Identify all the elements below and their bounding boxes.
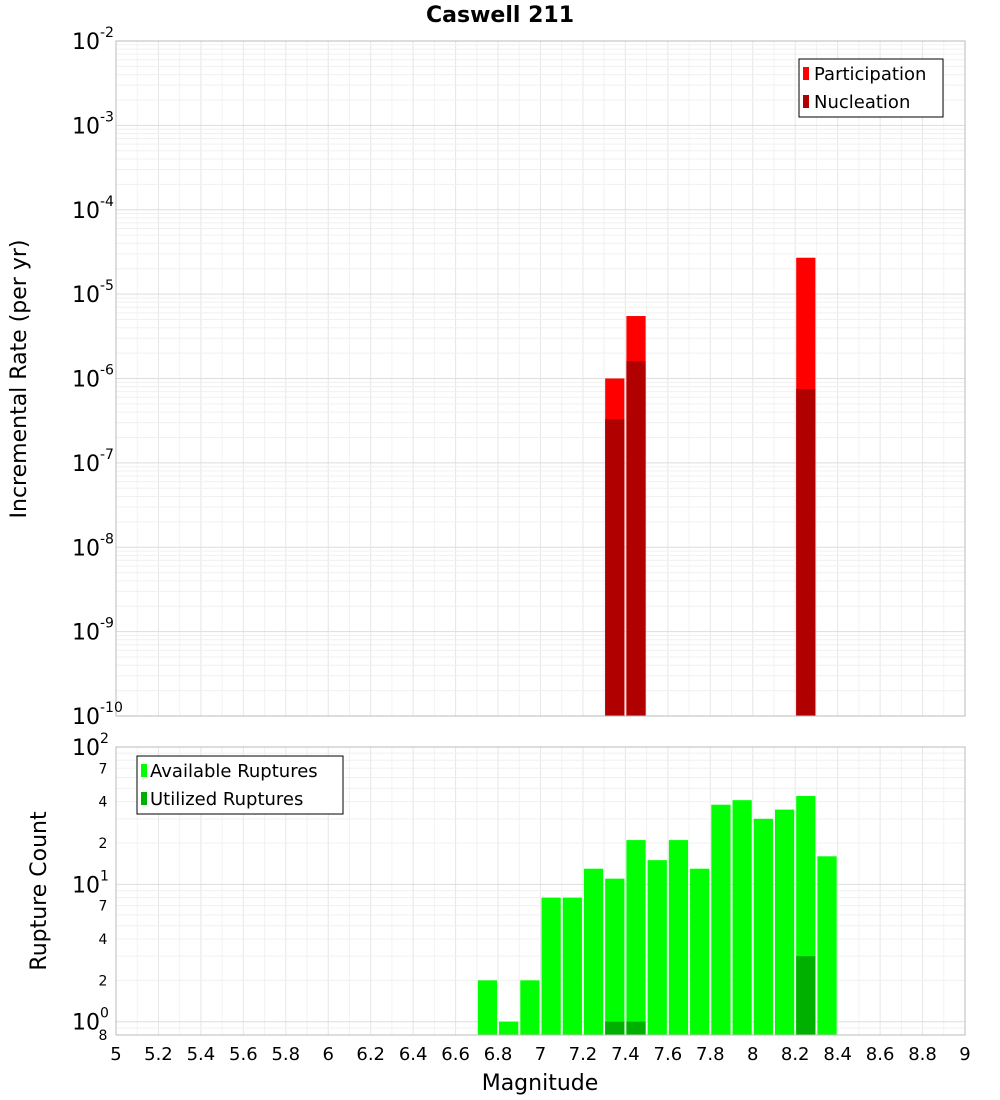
top-plot-frame <box>115 40 966 717</box>
x-tick-label: 6.6 <box>441 1044 470 1065</box>
y-minor-tick-label: 4 <box>99 932 108 948</box>
y-minor-tick-label: 7 <box>99 761 108 777</box>
x-tick-label: 7 <box>535 1044 546 1065</box>
bar-nucleation <box>796 389 816 716</box>
legend-swatch-nucleation <box>803 95 809 108</box>
bottom-y-axis-label: Rupture Count <box>27 811 52 971</box>
y-tick-label: 10-3 <box>72 109 114 139</box>
legend-label-nucleation: Nucleation <box>814 92 910 113</box>
legend-swatch-participation <box>803 67 809 80</box>
x-tick-label: 8.2 <box>781 1044 810 1065</box>
bar-available-ruptures <box>647 860 667 1035</box>
bar-utilized-ruptures <box>605 1021 625 1035</box>
bar-available-ruptures <box>668 840 689 1035</box>
legend-swatch-utilized-ruptures <box>141 792 147 805</box>
top-legend: Participation Nucleation <box>798 58 944 118</box>
x-tick-label: 5.4 <box>187 1044 216 1065</box>
bar-utilized-ruptures <box>796 956 816 1035</box>
bar-available-ruptures <box>711 804 731 1035</box>
bar-available-ruptures <box>520 980 540 1035</box>
x-tick-label: 5.8 <box>271 1044 300 1065</box>
bar-available-ruptures <box>817 856 837 1035</box>
x-tick-label: 8.4 <box>823 1044 852 1065</box>
top-y-axis-label: Incremental Rate (per yr) <box>7 240 32 519</box>
x-tick-label: 7.2 <box>569 1044 598 1065</box>
y-minor-tick-label: 7 <box>99 899 108 915</box>
bar-available-ruptures <box>583 868 604 1035</box>
bottom-bars <box>477 795 837 1035</box>
x-tick-label: 8.6 <box>866 1044 895 1065</box>
bar-nucleation <box>626 361 646 716</box>
legend-swatch-available-ruptures <box>141 764 147 777</box>
bar-available-ruptures <box>690 868 710 1035</box>
x-tick-label: 5.6 <box>229 1044 258 1065</box>
bottom-plot-frame <box>115 746 966 1036</box>
bar-available-ruptures <box>477 980 498 1035</box>
y-tick-label: 10-6 <box>72 363 114 393</box>
x-tick-label: 8 <box>747 1044 758 1065</box>
x-tick-label: 5 <box>110 1044 121 1065</box>
top-y-tick-labels: 10-2 10-3 10-4 10-5 10-6 10-7 10-8 10-9 10-10 <box>72 25 123 730</box>
bar-available-ruptures <box>753 818 773 1035</box>
x-tick-label: 7.6 <box>654 1044 683 1065</box>
legend-label-utilized-ruptures: Utilized Ruptures <box>150 789 303 810</box>
bar-nucleation <box>605 419 625 716</box>
y-tick-label: 102 <box>72 731 109 761</box>
x-tick-label: 5.2 <box>144 1044 173 1065</box>
y-minor-tick-label: 8 <box>99 1028 108 1044</box>
bar-available-ruptures <box>626 840 646 1035</box>
bottom-y-tick-labels: 102 101 100 7 4 2 7 4 2 8 <box>72 731 109 1044</box>
x-tick-label: 9 <box>959 1044 970 1065</box>
y-tick-label: 100 <box>72 1006 109 1036</box>
x-tick-labels: 5 5.2 5.4 5.6 5.8 6 6.2 6.4 6.6 6.8 7 7.2 7.4 7.6 7.8 8… <box>110 1044 970 1065</box>
x-axis-label: Magnitude <box>482 1071 599 1096</box>
y-tick-label: 101 <box>72 868 109 898</box>
bar-available-ruptures <box>562 897 582 1035</box>
bar-available-ruptures <box>732 800 752 1035</box>
y-tick-label: 10-2 <box>72 25 114 55</box>
y-minor-tick-label: 2 <box>99 836 108 852</box>
x-tick-label: 6.2 <box>356 1044 385 1065</box>
x-tick-label: 6 <box>323 1044 334 1065</box>
x-tick-label: 6.4 <box>399 1044 428 1065</box>
legend-label-participation: Participation <box>814 64 926 85</box>
bar-available-ruptures <box>774 809 795 1035</box>
bar-utilized-ruptures <box>626 1021 646 1035</box>
x-tick-label: 8.8 <box>908 1044 937 1065</box>
top-grid <box>115 40 966 717</box>
bar-available-ruptures <box>605 878 625 1035</box>
y-minor-tick-label: 2 <box>99 973 108 989</box>
x-tick-label: 7.8 <box>696 1044 725 1065</box>
y-minor-tick-label: 4 <box>99 795 108 811</box>
legend-label-available-ruptures: Available Ruptures <box>150 761 318 782</box>
x-tick-label: 7.4 <box>611 1044 640 1065</box>
y-tick-label: 10-9 <box>72 616 114 646</box>
bar-available-ruptures <box>499 1021 519 1035</box>
y-tick-label: 10-10 <box>72 700 123 730</box>
y-tick-label: 10-7 <box>72 447 114 477</box>
top-bars <box>605 257 816 716</box>
bottom-legend: Available Ruptures Utilized Ruptures <box>136 755 344 815</box>
bar-available-ruptures <box>541 897 561 1035</box>
x-tick-label: 6.8 <box>484 1044 513 1065</box>
y-tick-label: 10-8 <box>72 531 114 561</box>
chart-title: Caswell 211 <box>426 3 574 28</box>
y-tick-label: 10-4 <box>72 194 114 224</box>
y-tick-label: 10-5 <box>72 278 114 308</box>
